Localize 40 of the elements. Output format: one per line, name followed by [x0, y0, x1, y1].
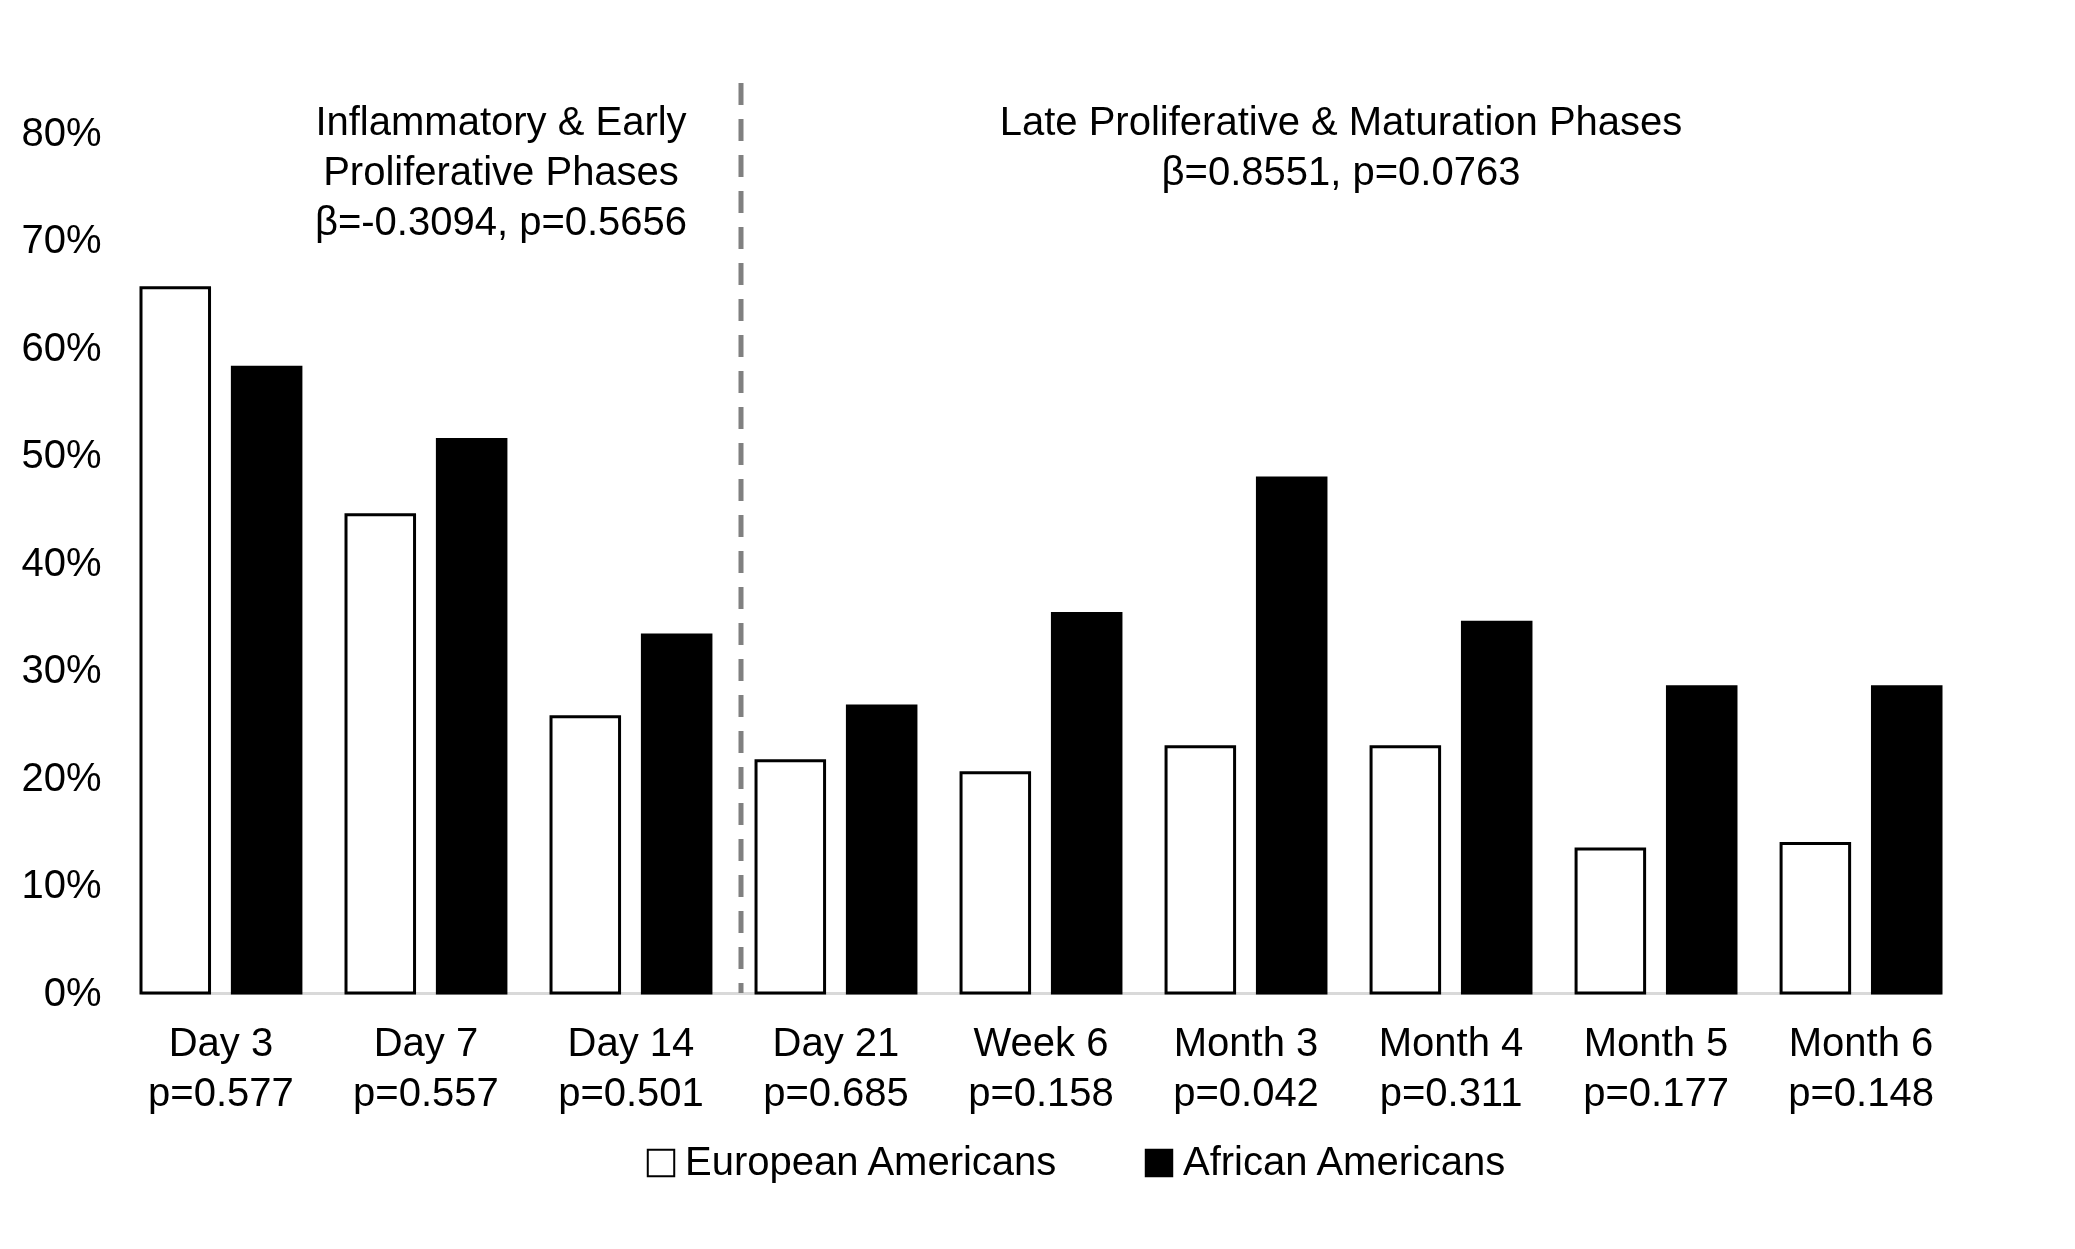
y-tick-label: 70%	[21, 217, 102, 261]
y-tick-label: 0%	[43, 969, 102, 1014]
annotation: Inflammatory & Early Proliferative Phases β=-0.3094, p=0.5656	[314, 99, 688, 243]
x-tick-label: Month 5 p=0.177	[1583, 1019, 1729, 1114]
bar	[230, 365, 303, 995]
y-tick-label: 30%	[21, 647, 102, 691]
annotation: Late Proliferative & Maturation Phases β=0.8551, p=0.0763	[999, 99, 1683, 193]
y-tick-label: 20%	[21, 754, 102, 799]
bar	[1050, 612, 1123, 995]
x-tick-label: Week 6 p=0.158	[968, 1019, 1114, 1114]
x-tick-label: Day 21 p=0.685	[763, 1019, 909, 1114]
bar	[435, 437, 508, 995]
y-tick-label: 80%	[21, 109, 102, 154]
bar	[1779, 842, 1852, 995]
legend-label: European Americans	[685, 1139, 1057, 1183]
bar	[1870, 685, 1943, 995]
bar	[1369, 745, 1442, 995]
x-tick-label: Month 4 p=0.311	[1378, 1019, 1524, 1114]
bar	[1164, 745, 1237, 995]
bar	[344, 513, 417, 995]
bar	[549, 715, 622, 995]
bar	[640, 633, 713, 995]
x-tick-label: Day 14 p=0.501	[558, 1019, 704, 1114]
x-tick-label: Month 3 p=0.042	[1173, 1019, 1319, 1114]
bar	[845, 704, 918, 995]
bar	[1255, 476, 1328, 995]
bar	[1460, 620, 1533, 995]
y-tick-label: 40%	[21, 539, 102, 584]
x-tick-label: Day 7 p=0.557	[353, 1019, 499, 1114]
bar	[754, 759, 827, 995]
y-tick-label: 60%	[21, 324, 102, 369]
bar	[1574, 847, 1647, 995]
bar	[959, 771, 1032, 995]
y-tick-label: 50%	[21, 432, 102, 476]
y-tick-label: 10%	[21, 862, 102, 906]
x-tick-label: Month 6 p=0.148	[1788, 1019, 1934, 1114]
legend-label: African Americans	[1183, 1139, 1506, 1183]
bar	[139, 286, 212, 995]
x-tick-label: Day 3 p=0.577	[148, 1019, 294, 1114]
bar	[1665, 685, 1738, 995]
